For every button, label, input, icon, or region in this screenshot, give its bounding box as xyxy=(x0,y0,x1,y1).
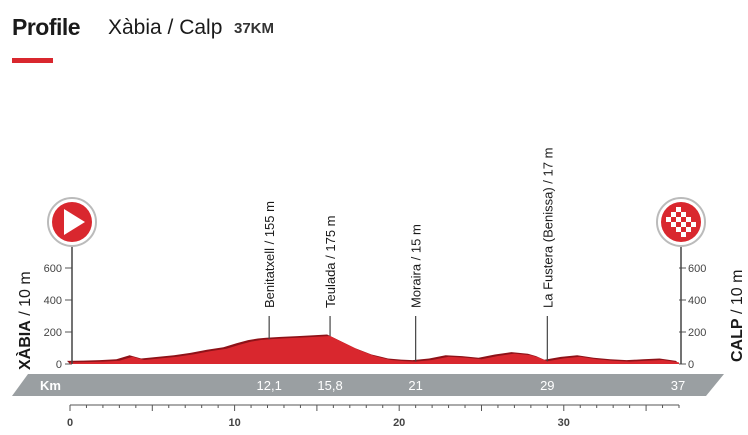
start-play-icon xyxy=(47,197,97,247)
y-tick-label-left: 0 xyxy=(56,359,62,371)
y-tick-label-left: 200 xyxy=(44,327,62,339)
waypoint-label: Benitatxell / 155 m xyxy=(262,201,277,308)
waypoint-km-label: 29 xyxy=(540,378,554,393)
profile-heading: Profile xyxy=(12,14,81,40)
waypoint-km-label: 21 xyxy=(408,378,422,393)
start-location-label: XÀBIA / 10 m xyxy=(15,271,34,370)
x-tick-label: 20 xyxy=(393,417,405,429)
y-tick-label-right: 0 xyxy=(688,359,694,371)
waypoint-label: La Fustera (Benissa) / 17 m xyxy=(540,148,555,308)
waypoint-km-label: 15,8 xyxy=(317,378,342,393)
waypoint-km-label: 12,1 xyxy=(257,378,282,393)
stage-distance: 37KM xyxy=(234,20,275,37)
finish-location-label: CALP / 10 m xyxy=(729,270,746,362)
waypoint-label: Moraira / 15 m xyxy=(409,224,424,308)
profile-area xyxy=(70,336,679,364)
y-tick-label-right: 600 xyxy=(688,263,706,275)
x-tick-label: 0 xyxy=(67,417,73,429)
y-tick-label-left: 600 xyxy=(44,263,62,275)
header-accent-bar xyxy=(12,58,53,63)
km-band xyxy=(12,374,724,396)
finish-checkered-icon xyxy=(656,197,706,247)
stage-route: Xàbia / Calp xyxy=(108,16,223,39)
km-band-label: Km xyxy=(40,378,61,393)
waypoint-label: Teulada / 175 m xyxy=(323,215,338,308)
x-tick-label: 30 xyxy=(558,417,570,429)
finish-km-label: 37 xyxy=(671,378,685,393)
y-tick-label-right: 400 xyxy=(688,295,706,307)
y-tick-label-right: 200 xyxy=(688,327,706,339)
y-tick-label-left: 400 xyxy=(44,295,62,307)
x-tick-label: 10 xyxy=(228,417,240,429)
